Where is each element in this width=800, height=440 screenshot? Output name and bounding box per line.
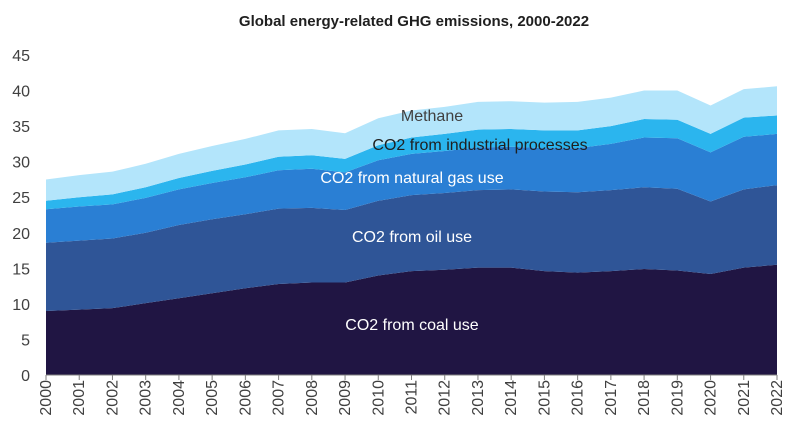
chart-title: Global energy-related GHG emissions, 200… <box>239 13 589 30</box>
x-tick-label: 2004 <box>171 380 188 416</box>
x-tick-label: 2018 <box>636 380 653 416</box>
series-label-co2-from-industrial-processes: CO2 from industrial processes <box>372 137 587 154</box>
x-tick-label: 2021 <box>736 380 753 416</box>
x-tick-label: 2016 <box>570 380 587 416</box>
x-tick-label: 2017 <box>603 380 620 416</box>
areas-layer <box>46 86 777 375</box>
x-tick-label: 2013 <box>470 380 487 416</box>
x-tick-label: 2020 <box>703 380 720 416</box>
y-tick-label: 25 <box>12 190 30 207</box>
y-tick-label: 0 <box>21 368 30 385</box>
x-tick-label: 2000 <box>38 380 55 416</box>
y-tick-label: 40 <box>12 84 30 101</box>
x-tick-label: 2012 <box>437 380 454 416</box>
y-axis: 0 5 10 15 20 25 30 35 40 45 <box>12 48 30 385</box>
area-co2-from-coal-use <box>46 264 777 375</box>
x-tick-label: 2009 <box>337 380 354 416</box>
y-tick-label: 35 <box>12 119 30 136</box>
x-tick-label: 2011 <box>404 380 421 415</box>
area-co2-from-oil-use <box>46 185 777 311</box>
x-tick-label: 2019 <box>669 380 686 416</box>
x-tick-label: 2010 <box>370 380 387 416</box>
series-label-methane: Methane <box>401 108 463 125</box>
series-label-co2-from-oil-use: CO2 from oil use <box>352 229 472 246</box>
area-methane <box>46 86 777 201</box>
x-tick-label: 2007 <box>271 380 288 416</box>
x-tick-label: 2014 <box>503 380 520 416</box>
y-tick-label: 20 <box>12 226 30 243</box>
x-tick-label: 2022 <box>769 380 786 416</box>
x-tick-label: 2003 <box>138 380 155 416</box>
x-axis: 2000 2001 2002 2003 2004 2005 2006 2007 2008 2009… <box>38 374 786 416</box>
series-labels-layer: CO2 from coal use CO2 from oil use CO2 fro… <box>320 108 587 334</box>
series-label-co2-from-coal-use: CO2 from coal use <box>345 317 478 334</box>
area-co2-from-industrial-processes <box>46 115 777 210</box>
x-tick-label: 2002 <box>104 380 121 416</box>
y-tick-label: 10 <box>12 297 30 314</box>
x-tick-label: 2005 <box>204 380 221 416</box>
y-tick-label: 45 <box>12 48 30 65</box>
x-tick-label: 2015 <box>536 380 553 416</box>
area-co2-from-natural-gas-use <box>46 133 777 243</box>
y-tick-label: 5 <box>21 332 30 349</box>
x-tick-label: 2006 <box>237 380 254 416</box>
x-tick-label: 2008 <box>304 380 321 416</box>
y-tick-label: 30 <box>12 155 30 172</box>
series-label-co2-from-natural-gas-use: CO2 from natural gas use <box>320 170 503 187</box>
y-tick-label: 15 <box>12 261 30 278</box>
x-tick-label: 2001 <box>71 380 88 416</box>
